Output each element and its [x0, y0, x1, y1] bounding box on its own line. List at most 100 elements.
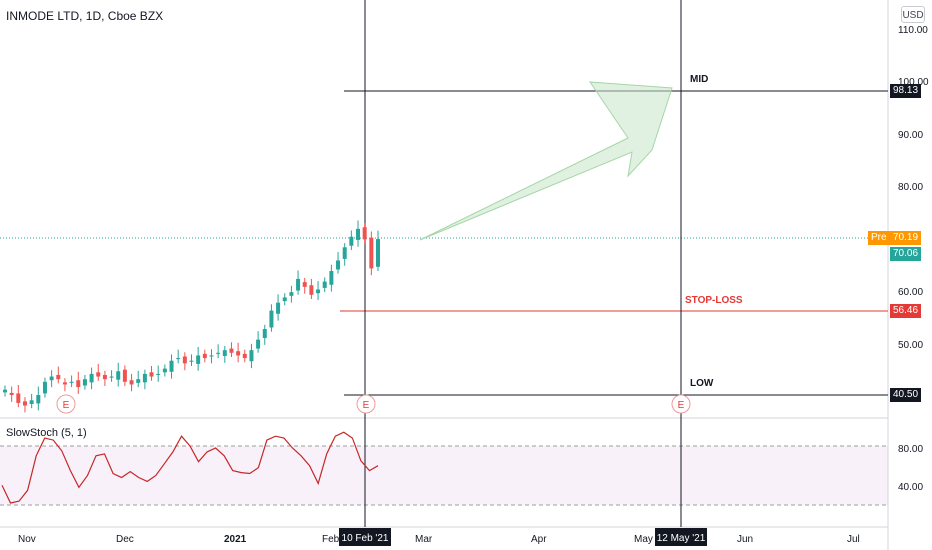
time-tick: Apr	[531, 534, 547, 545]
candle-body	[169, 360, 174, 372]
last-price-tag: 70.06	[890, 247, 922, 261]
candle-body	[362, 227, 367, 240]
candle-body	[356, 228, 361, 240]
candle-body	[49, 376, 54, 381]
candle-body	[302, 282, 307, 287]
pre-price-tag: 70.19	[890, 231, 922, 245]
candle-body	[89, 373, 94, 383]
stoch-line	[1, 431, 379, 504]
earnings-marker[interactable]: E	[671, 394, 691, 414]
candle-body	[322, 281, 327, 288]
candle-body	[236, 351, 241, 356]
target-arrow	[419, 81, 673, 241]
price-tick: 100.00	[898, 77, 929, 88]
candle-body	[129, 380, 134, 385]
candle-body	[42, 381, 47, 394]
time-tick: 2021	[224, 534, 247, 545]
time-tick: May	[634, 534, 653, 545]
candle-body	[249, 350, 254, 362]
candle-body	[369, 237, 374, 269]
pre-label-tag: Pre	[868, 231, 890, 245]
candle-body	[336, 260, 341, 270]
svg-text:E: E	[678, 400, 685, 411]
candle-body	[102, 374, 107, 380]
mid-price-tag: 98.13	[890, 84, 922, 98]
candle-body	[82, 379, 87, 386]
stoch-band	[0, 446, 888, 505]
candle-body	[262, 329, 267, 339]
candle-body	[62, 382, 67, 385]
price-tick: 90.00	[898, 130, 923, 141]
svg-text:E: E	[363, 400, 370, 411]
candle-body	[222, 350, 227, 356]
time-tick: Feb	[322, 534, 340, 545]
candle-body	[289, 292, 294, 296]
candle-body	[296, 278, 301, 291]
oscillator-label[interactable]: SlowStoch (5, 1)	[6, 427, 87, 439]
candle-body	[216, 352, 221, 354]
price-tick: 60.00	[898, 287, 923, 298]
candle-body	[269, 310, 274, 328]
price-tick: 80.00	[898, 182, 923, 193]
candle-body	[16, 393, 21, 403]
time-tick: Dec	[116, 534, 134, 545]
mid-label: MID	[690, 74, 709, 85]
stop-loss-label: STOP-LOSS	[685, 295, 743, 306]
candle-body	[96, 372, 101, 377]
candle-body	[156, 373, 161, 375]
price-tick: 50.00	[898, 340, 923, 351]
candle-body	[56, 374, 61, 380]
candle-body	[256, 339, 261, 349]
candle-body	[149, 372, 154, 377]
candle-body	[342, 247, 347, 259]
candle-body	[162, 368, 167, 373]
candle-body	[142, 373, 147, 383]
candle-body	[69, 381, 74, 383]
low-label: LOW	[690, 378, 714, 389]
candle-body	[316, 289, 321, 294]
candle-body	[229, 348, 234, 353]
candle-body	[349, 236, 354, 246]
candles	[3, 220, 380, 413]
cursor-date-box	[655, 528, 707, 546]
candle-body	[309, 285, 314, 295]
time-tick: Jul	[847, 534, 860, 545]
earnings-marker[interactable]: E	[356, 394, 376, 414]
time-tick: Jun	[737, 534, 753, 545]
currency-button[interactable]: USD	[901, 6, 925, 23]
earnings-marker[interactable]: E	[56, 394, 76, 414]
candle-body	[209, 355, 214, 357]
candle-body	[116, 371, 121, 380]
candle-body	[196, 355, 201, 364]
time-tick: Mar	[415, 534, 433, 545]
low-price-tag: 40.50	[890, 388, 922, 402]
candle-body	[182, 356, 187, 364]
candle-body	[122, 369, 127, 382]
stop-loss-price-tag: 56.46	[890, 304, 922, 318]
stoch-tick: 80.00	[898, 444, 923, 455]
cursor-date-label: 12 May '21	[657, 533, 706, 544]
candle-body	[242, 353, 247, 359]
candle-body	[76, 380, 81, 388]
cursor-date-box	[339, 528, 391, 546]
candle-body	[3, 389, 7, 393]
candle-body	[276, 302, 281, 314]
candle-body	[282, 297, 287, 302]
candle-body	[176, 358, 181, 360]
candle-body	[202, 353, 207, 359]
stoch-tick: 40.00	[898, 482, 923, 493]
candle-body	[329, 271, 334, 285]
svg-text:E: E	[63, 400, 70, 411]
candle-body	[136, 379, 141, 383]
candle-body	[189, 360, 194, 362]
price-tick: 110.00	[898, 25, 928, 36]
candle-body	[29, 400, 34, 404]
candle-body	[22, 401, 27, 406]
candle-body	[36, 395, 41, 404]
candle-body	[376, 239, 380, 267]
candle-body	[9, 392, 14, 395]
time-tick: Nov	[18, 534, 36, 545]
chart-title: INMODE LTD, 1D, Cboe BZX	[6, 9, 164, 23]
cursor-date-label: 10 Feb '21	[342, 533, 389, 544]
